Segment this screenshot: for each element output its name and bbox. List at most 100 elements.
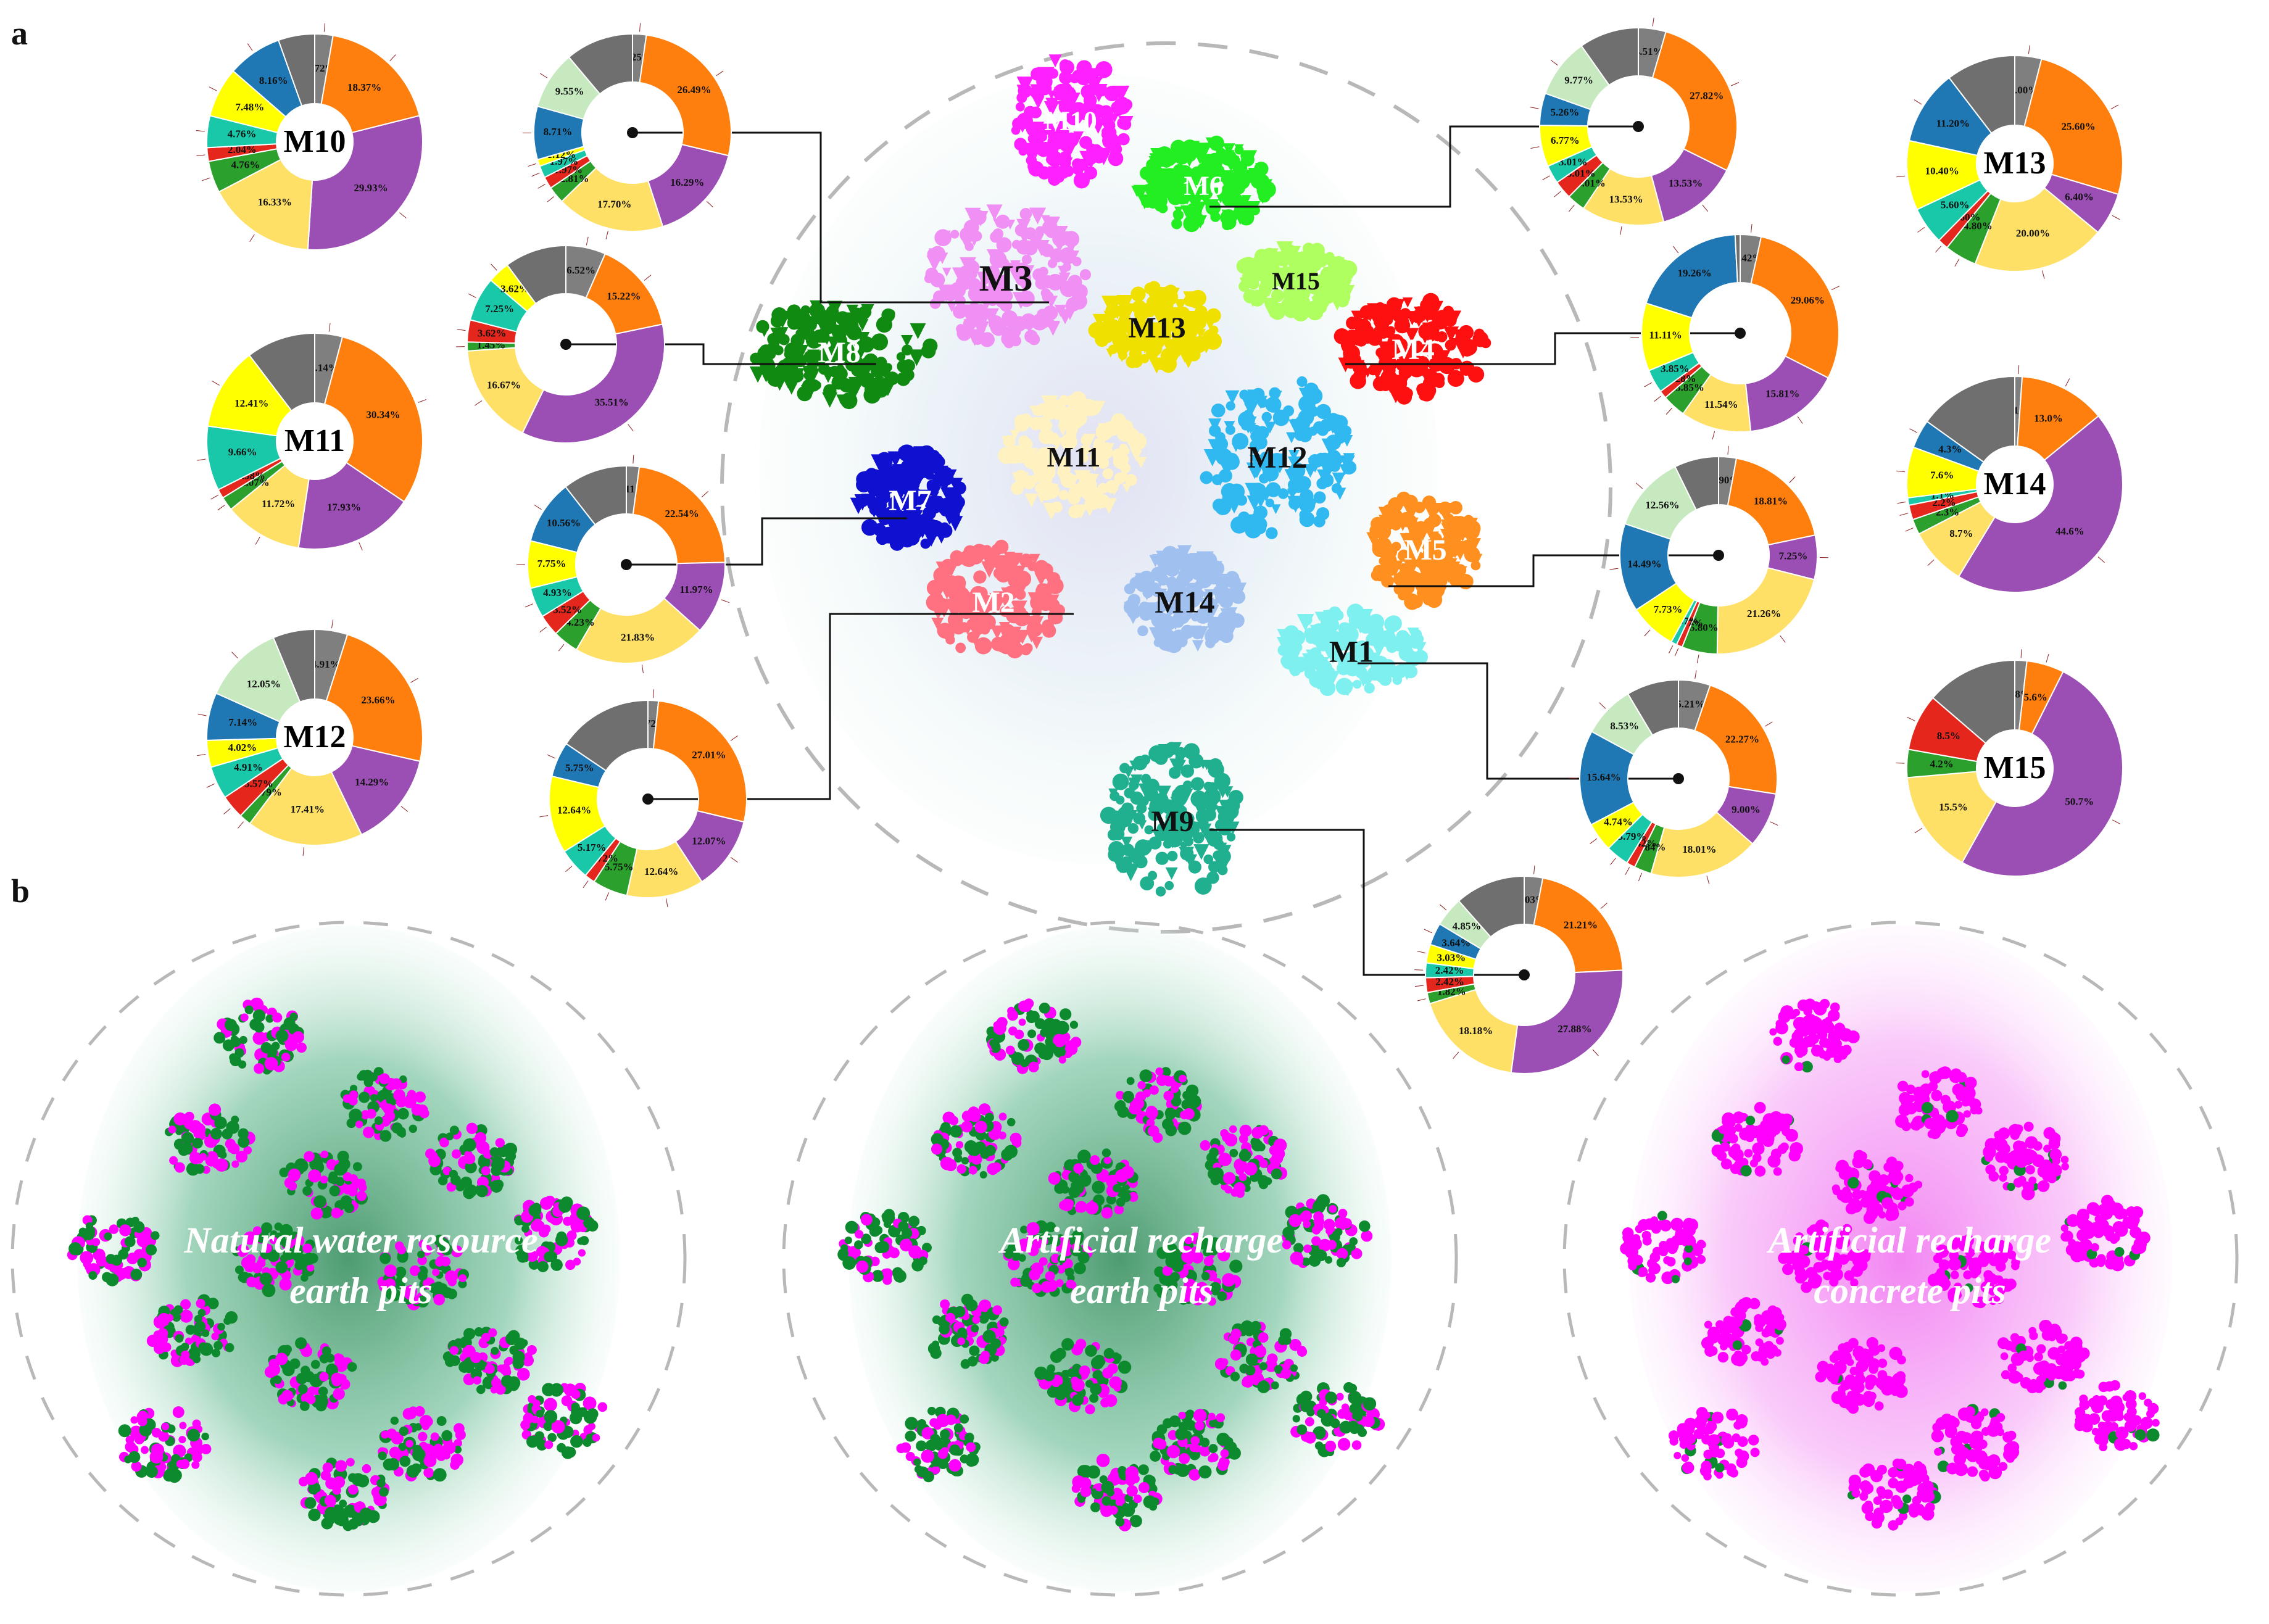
network-node: [292, 1031, 304, 1043]
module-node: [1095, 83, 1108, 97]
module-node: [1208, 861, 1221, 873]
module-node: [1095, 334, 1109, 347]
network-node: [854, 1240, 863, 1249]
module-node: [1008, 445, 1023, 461]
donut-leader-stub: [730, 735, 738, 741]
network-node: [1101, 1148, 1111, 1158]
network-node: [1224, 1133, 1238, 1147]
network-node: [505, 1356, 514, 1365]
donut-leader-stub: [389, 54, 396, 62]
donut-leader-stub: [400, 806, 409, 812]
network-node: [460, 1176, 473, 1189]
network-node: [275, 1353, 288, 1365]
module-node: [1060, 86, 1077, 103]
module-node: [1037, 494, 1047, 504]
donut-anchor-dot: [621, 559, 632, 570]
network-node: [1008, 1026, 1018, 1036]
network-node: [304, 1497, 317, 1509]
module-node: [1164, 880, 1174, 890]
network-node: [92, 1238, 101, 1246]
module-node: [1221, 209, 1232, 220]
module-node: [1019, 207, 1032, 220]
network-node: [1034, 1018, 1046, 1029]
network-node: [1214, 1357, 1227, 1370]
network-node: [225, 1343, 234, 1353]
network-node: [288, 1168, 301, 1182]
donut-anchor-dot: [1673, 773, 1684, 784]
module-node: [1314, 611, 1324, 621]
module-node: [981, 600, 993, 613]
network-node: [930, 1347, 942, 1359]
module-node: [1194, 626, 1209, 640]
donut-slice-label: 12.07%: [692, 835, 726, 847]
module-node: [1412, 536, 1424, 547]
module-node: [1313, 491, 1326, 504]
donut-leader-stub: [491, 263, 497, 271]
donut-leader-stub: [231, 652, 238, 658]
module-node: [1251, 425, 1261, 435]
network-node: [141, 1446, 149, 1454]
module-node: [1141, 844, 1151, 854]
network-node: [541, 1224, 551, 1234]
module-node: [1085, 68, 1099, 81]
network-node: [1230, 1349, 1242, 1361]
module-node: [924, 274, 934, 283]
donut-slice-label: 5.75%: [565, 762, 594, 774]
module-node: [873, 478, 889, 494]
module-node: [1417, 531, 1428, 541]
module-node: [1301, 397, 1310, 407]
network-node: [1240, 1148, 1249, 1158]
module-node: [1132, 755, 1148, 771]
network-node: [584, 1425, 592, 1433]
donut-slice-label: 9.00%: [1732, 803, 1761, 815]
network-node: [230, 1037, 241, 1047]
network-node: [1029, 1269, 1040, 1281]
network-node: [1183, 1108, 1195, 1120]
module-node: [1266, 482, 1281, 497]
network-node: [1179, 1074, 1187, 1083]
module-node: [1037, 131, 1047, 142]
network-node: [356, 1190, 367, 1201]
donut-leader-stub: [2020, 649, 2022, 658]
donut-slice-label: 27.01%: [692, 749, 726, 761]
donut-slice-label: 6.77%: [1551, 135, 1580, 146]
module-node: [1098, 321, 1110, 333]
module-node: [1197, 823, 1212, 838]
module-node: [1316, 404, 1331, 420]
module-node: [1257, 397, 1268, 408]
module-node: [981, 545, 992, 556]
donut-slice-label: 4.93%: [543, 587, 572, 599]
module-node: [1219, 176, 1232, 189]
module-node: [979, 294, 989, 303]
network-node: [1338, 1209, 1348, 1218]
donut-leader-stub: [1780, 635, 1786, 643]
module-node: [1041, 395, 1058, 412]
donut-slice-label: 11.97%: [679, 584, 713, 595]
module-node: [1029, 207, 1047, 225]
module-node: [1427, 302, 1440, 314]
module-node: [995, 214, 1010, 229]
donut-leader-stub: [1620, 226, 1622, 235]
module-node: [1341, 435, 1353, 447]
module-node: [1429, 513, 1440, 524]
network-node: [1251, 1127, 1264, 1139]
module-label-m12: M12: [1247, 440, 1307, 474]
network-node: [178, 1436, 186, 1444]
network-node: [840, 1249, 849, 1257]
donut-leader-stub: [1592, 1049, 1599, 1056]
module-node: [1114, 347, 1129, 362]
network-node: [555, 1233, 568, 1246]
module-node: [1108, 151, 1124, 167]
network-node: [1114, 1169, 1129, 1183]
module-node: [1054, 304, 1067, 317]
donut-leader-stub: [223, 808, 231, 814]
module-node: [874, 531, 884, 540]
donut-leader-stub: [323, 23, 325, 32]
module-node: [1183, 327, 1201, 345]
module-node: [1443, 326, 1459, 342]
donut-slice-label: 13.53%: [1609, 193, 1643, 205]
module-node: [1016, 85, 1027, 95]
module-node: [926, 594, 944, 611]
network-node: [993, 1021, 1006, 1035]
